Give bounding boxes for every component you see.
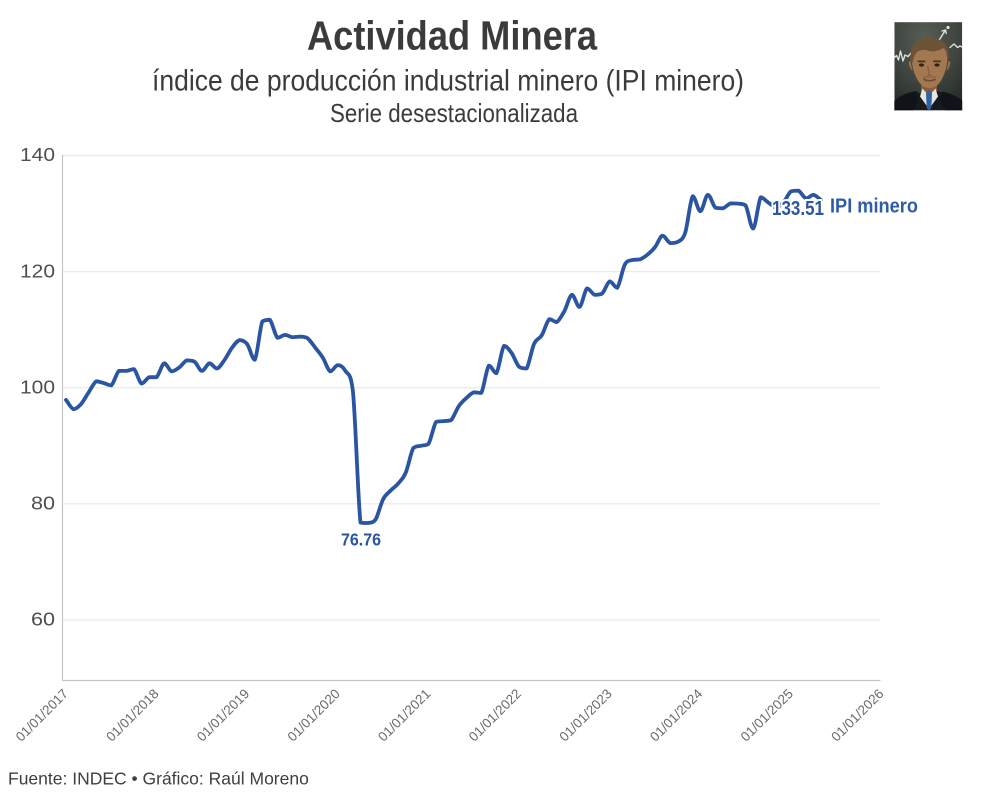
svg-text:Actividad Minera: Actividad Minera (307, 13, 598, 59)
svg-text:100: 100 (20, 377, 55, 397)
svg-text:Fuente: INDEC • Gráfico: Raúl: Fuente: INDEC • Gráfico: Raúl Moreno (8, 769, 309, 789)
svg-text:140: 140 (20, 145, 55, 165)
svg-text:76.76: 76.76 (341, 530, 381, 550)
svg-text:índice de producción industria: índice de producción industrial minero (… (152, 65, 744, 98)
svg-text:120: 120 (20, 261, 55, 281)
svg-text:80: 80 (31, 494, 55, 514)
svg-text:133.51: 133.51 (772, 198, 824, 220)
svg-text:IPI minero: IPI minero (830, 196, 918, 218)
svg-text:60: 60 (31, 610, 55, 630)
svg-text:Serie desestacionalizada: Serie desestacionalizada (330, 98, 578, 128)
